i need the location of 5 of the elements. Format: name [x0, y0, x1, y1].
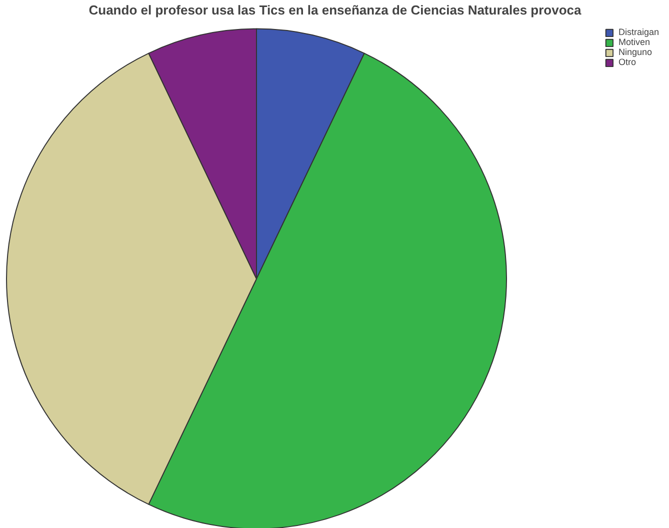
legend-label: Distraigan [618, 27, 659, 37]
legend-label: Motiven [618, 37, 650, 47]
chart-title: Cuando el profesor usa las Tics en la enseñanza de Ciencias Naturales provoca [88, 2, 582, 18]
legend-label: Ninguno [618, 47, 652, 57]
legend-label: Otro [618, 57, 637, 67]
